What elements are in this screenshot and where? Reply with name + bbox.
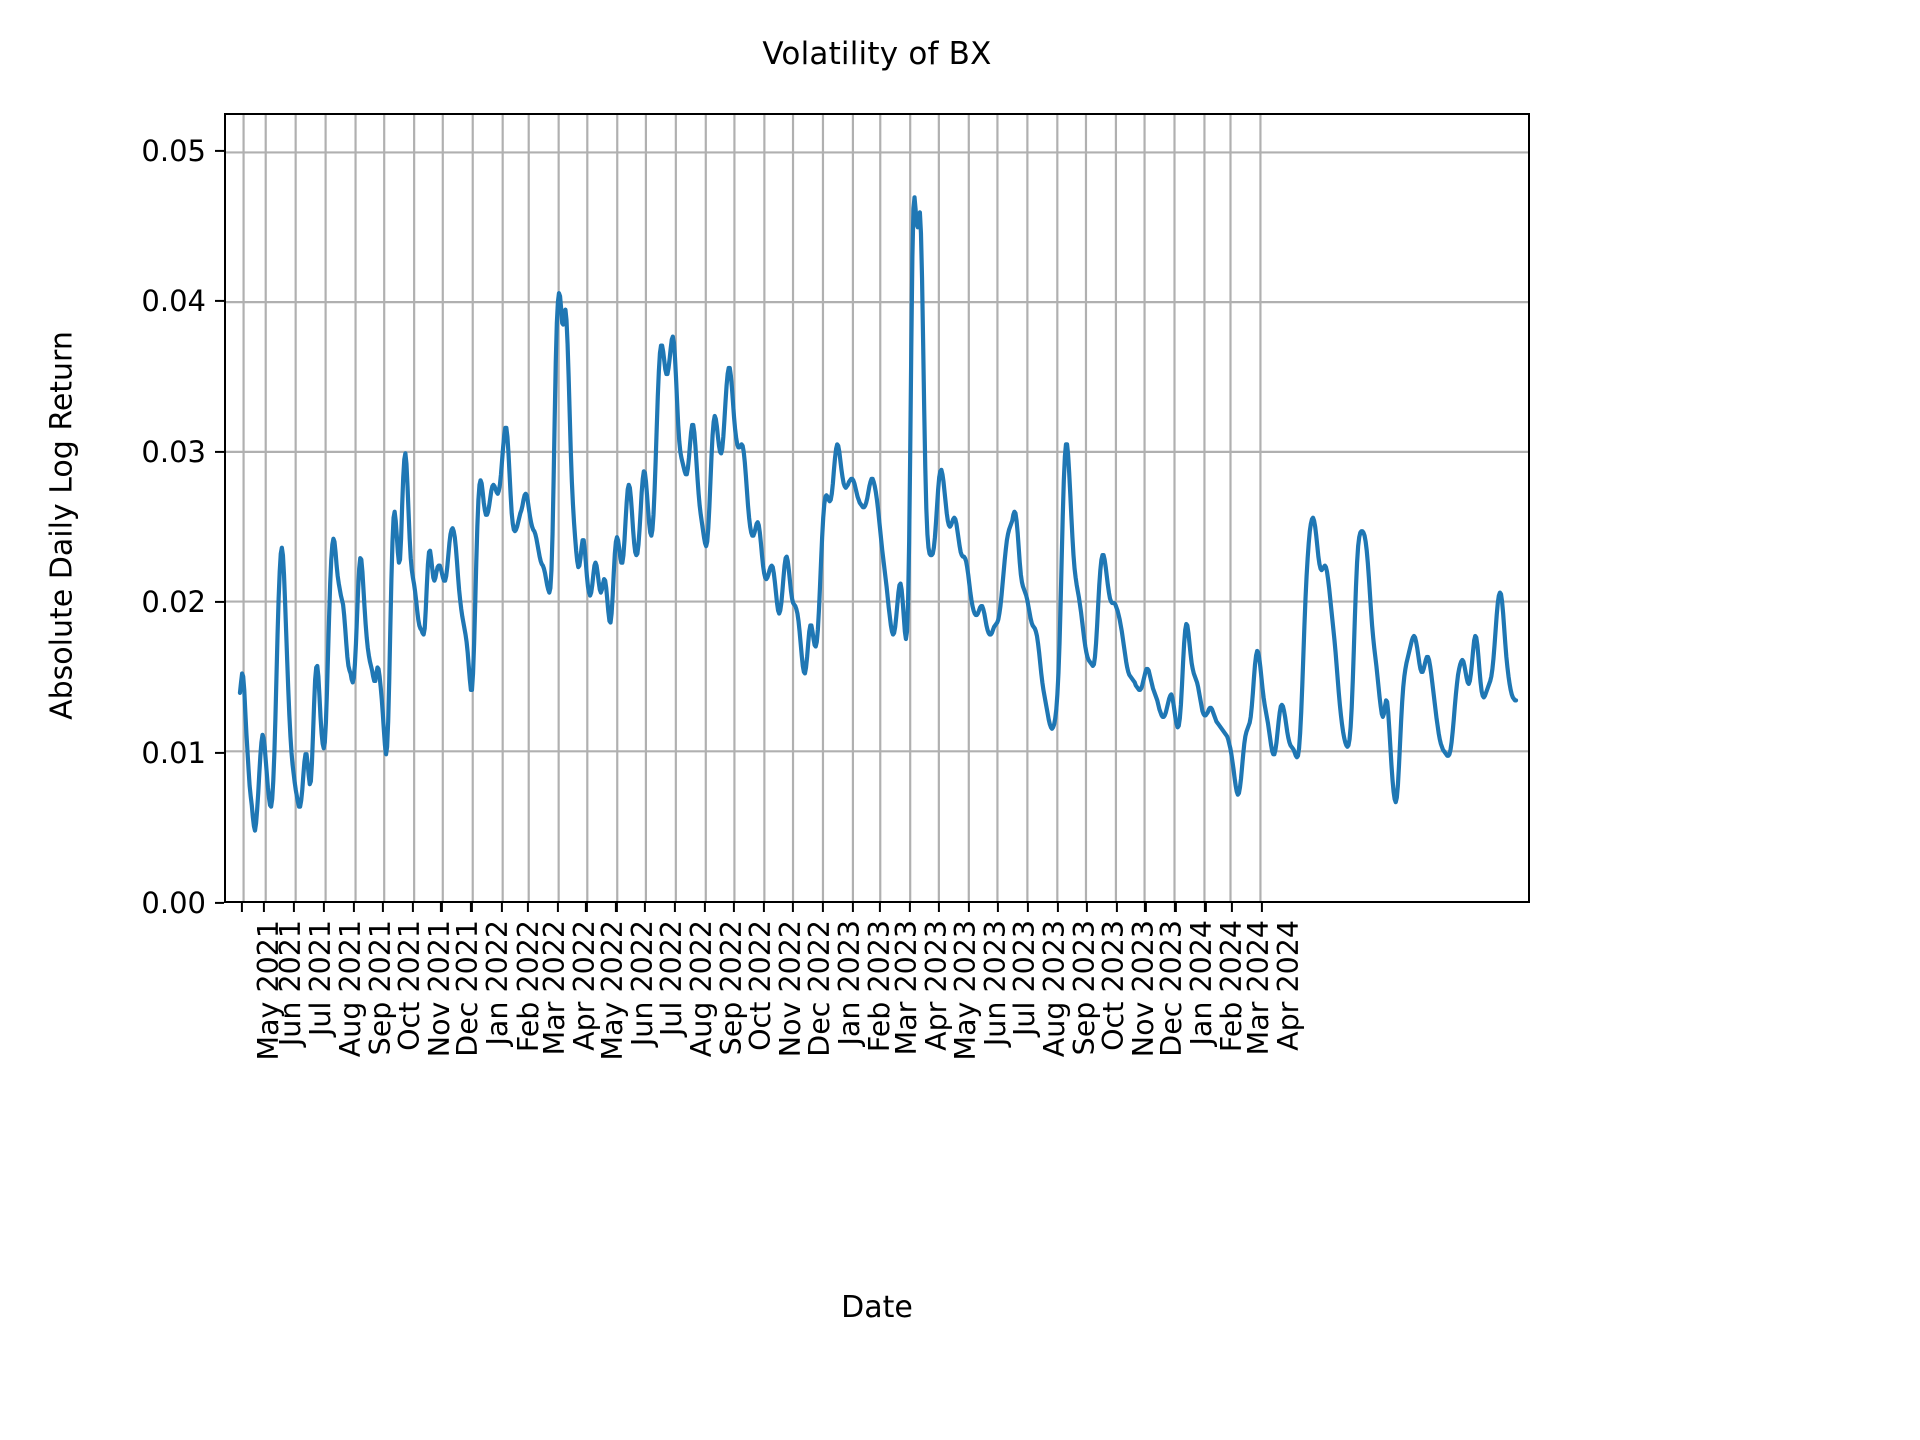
x-tick-mark <box>704 903 707 912</box>
gridlines <box>226 115 1528 901</box>
x-tick-mark <box>411 903 414 912</box>
x-tick-label: Jun 2021 <box>273 920 307 1047</box>
y-tick-label: 0.05 <box>141 133 206 168</box>
x-tick-mark <box>352 903 356 912</box>
x-tick-mark <box>381 903 384 912</box>
x-tick-label: Dec 2022 <box>802 920 836 1057</box>
x-tick-mark <box>500 903 503 912</box>
x-tick-label: Jan 2022 <box>481 920 515 1046</box>
x-tick-mark <box>470 903 473 912</box>
x-tick-label: Sep 2021 <box>363 920 397 1056</box>
x-tick-mark <box>1230 903 1233 912</box>
x-tick-mark <box>821 903 824 912</box>
x-tick-label: Oct 2023 <box>1096 920 1130 1051</box>
y-tick-label: 0.01 <box>141 735 206 770</box>
x-axis-tick-marks <box>224 903 1530 912</box>
y-tick-label: 0.03 <box>141 434 206 469</box>
x-axis-tick-labels: May 2021 Jun 2021 Jul 2021 Aug 2021 Sep 2021… <box>224 920 1530 1150</box>
y-tick-mark <box>215 450 224 453</box>
x-tick-label: Aug 2022 <box>685 920 719 1058</box>
x-tick-mark <box>556 903 559 912</box>
x-tick-label: Sep 2023 <box>1067 920 1101 1056</box>
y-axis-tick-marks <box>215 113 224 905</box>
y-tick-mark <box>215 751 224 754</box>
x-tick-mark <box>1174 903 1177 912</box>
x-tick-label: Mar 2024 <box>1241 920 1275 1056</box>
x-tick-mark <box>240 903 243 912</box>
x-tick-label: Oct 2021 <box>392 920 426 1051</box>
x-tick-mark <box>1085 903 1088 912</box>
x-tick-label: Dec 2021 <box>451 920 485 1057</box>
y-tick-mark <box>215 600 224 604</box>
x-tick-label: Mar 2022 <box>537 920 571 1056</box>
x-tick-mark <box>1144 903 1147 912</box>
x-axis-label: Date <box>841 1290 913 1325</box>
x-tick-label: Jan 2024 <box>1185 920 1219 1046</box>
x-tick-label: Jul 2021 <box>303 920 337 1036</box>
y-tick-label: 0.04 <box>141 284 206 319</box>
x-tick-label: Aug 2023 <box>1037 920 1071 1058</box>
x-tick-label: Jul 2023 <box>1007 920 1041 1036</box>
x-tick-label: Dec 2023 <box>1155 920 1189 1057</box>
x-tick-mark <box>1026 903 1029 912</box>
x-tick-label: Mar 2023 <box>890 920 924 1056</box>
y-axis-tick-labels: 0.00 0.01 0.02 0.03 0.04 0.05 <box>40 113 206 920</box>
x-tick-mark <box>1204 903 1207 912</box>
chart-title: Volatility of BX <box>762 36 992 72</box>
y-tick-label: 0.02 <box>141 585 206 620</box>
plot-area <box>224 113 1530 903</box>
x-tick-mark <box>1115 903 1118 912</box>
x-tick-label: Oct 2022 <box>743 920 777 1051</box>
x-tick-label: Aug 2021 <box>333 920 367 1058</box>
x-tick-mark <box>791 903 794 912</box>
x-tick-mark <box>879 903 882 912</box>
x-tick-mark <box>674 903 677 912</box>
x-tick-mark <box>996 903 999 912</box>
x-tick-label: Jan 2023 <box>832 920 866 1046</box>
x-tick-mark <box>732 903 736 912</box>
x-tick-mark <box>526 903 529 912</box>
x-tick-mark <box>585 903 588 912</box>
volatility-line-series <box>226 115 1528 901</box>
x-tick-mark <box>967 903 971 912</box>
y-tick-label: 0.00 <box>141 886 206 920</box>
x-tick-mark <box>762 903 766 912</box>
y-tick-mark <box>215 300 224 303</box>
x-tick-mark <box>1260 903 1263 912</box>
x-tick-mark <box>1056 903 1059 912</box>
x-tick-mark <box>322 903 325 912</box>
x-tick-mark <box>937 903 941 912</box>
x-tick-label: Jul 2022 <box>655 920 689 1036</box>
volatility-line <box>240 197 1516 830</box>
y-axis-label: Absolute Daily Log Return <box>44 331 80 720</box>
x-tick-mark <box>292 903 295 912</box>
y-tick-mark <box>215 149 224 152</box>
x-tick-mark <box>440 903 443 912</box>
x-tick-label: Apr 2024 <box>1271 920 1305 1051</box>
x-tick-label: May 2023 <box>949 920 983 1061</box>
x-tick-mark <box>644 903 647 912</box>
x-tick-label: May 2022 <box>596 920 630 1061</box>
x-tick-mark <box>909 903 912 912</box>
x-tick-mark <box>851 903 854 912</box>
x-tick-mark <box>615 903 618 912</box>
y-tick-mark <box>215 901 224 905</box>
x-tick-mark <box>262 903 265 912</box>
